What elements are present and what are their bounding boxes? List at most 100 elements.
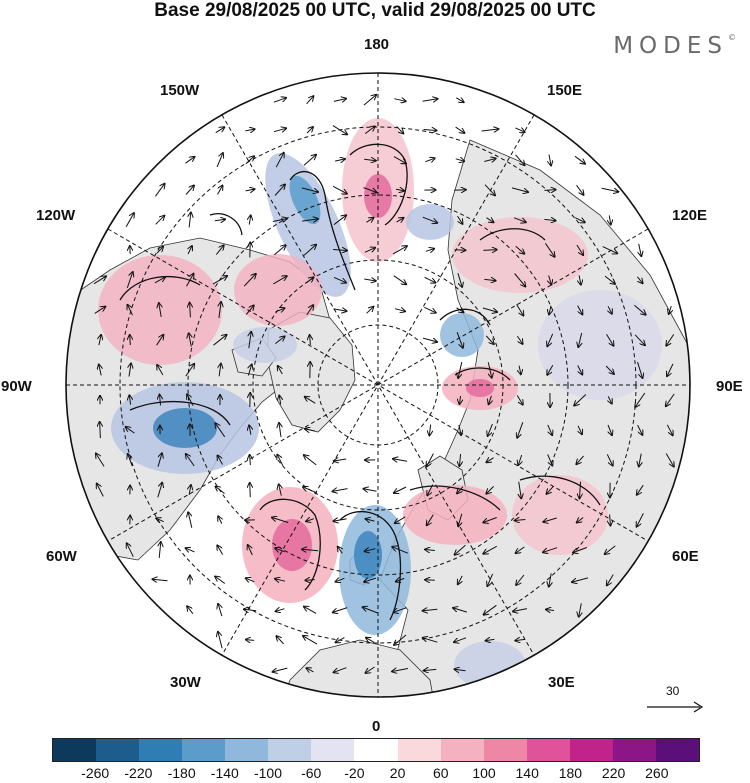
wind-arrow bbox=[580, 481, 581, 499]
colorbar-tick-label: 140 bbox=[515, 765, 539, 781]
lon-label-90w: 90W bbox=[1, 378, 32, 395]
wind-arrow bbox=[186, 274, 194, 287]
wind-arrow bbox=[310, 335, 311, 345]
wind-arrow bbox=[364, 248, 375, 253]
wind-arrow bbox=[394, 99, 405, 102]
wind-arrow bbox=[515, 154, 525, 165]
wind-arrow bbox=[215, 245, 223, 255]
colorbar-segment bbox=[612, 739, 656, 761]
wind-arrow bbox=[334, 159, 345, 161]
wind-arrow bbox=[333, 489, 348, 492]
wind-arrow bbox=[99, 335, 101, 346]
wind-arrow bbox=[392, 669, 408, 672]
wind-arrow bbox=[185, 186, 194, 195]
wind-arrow bbox=[577, 518, 584, 523]
wind-arrow bbox=[606, 334, 614, 345]
colorbar-tick-label: -260 bbox=[81, 765, 110, 781]
wind-arrow bbox=[547, 333, 554, 346]
wind-arrow bbox=[303, 155, 316, 166]
wind-arrow bbox=[549, 305, 551, 315]
wind-arrow bbox=[336, 578, 345, 581]
wind-arrow bbox=[189, 485, 191, 495]
wind-arrow bbox=[366, 307, 374, 314]
wind-arrow bbox=[639, 453, 641, 467]
wind-arrow bbox=[126, 427, 135, 434]
colorbar bbox=[52, 738, 700, 762]
wind-arrow bbox=[307, 668, 314, 672]
wind-arrow bbox=[130, 335, 131, 346]
wind-arrow bbox=[455, 544, 466, 554]
wind-arrow bbox=[276, 609, 285, 612]
wind-arrow bbox=[249, 215, 250, 225]
wind-arrow bbox=[602, 246, 618, 254]
wind-arrow bbox=[547, 364, 554, 375]
wind-arrow bbox=[454, 190, 466, 191]
wind-arrow bbox=[364, 578, 377, 582]
wind-arrow bbox=[516, 304, 524, 316]
wind-arrow bbox=[576, 455, 584, 464]
wind-arrow bbox=[363, 607, 378, 614]
wind-arrow bbox=[610, 514, 611, 526]
wind-arrow bbox=[486, 218, 494, 223]
wind-arrow bbox=[305, 429, 316, 431]
wind-arrow bbox=[273, 276, 286, 285]
wind-arrow bbox=[273, 128, 286, 131]
reference-vector-arrow bbox=[647, 701, 704, 713]
wind-arrow bbox=[127, 543, 134, 557]
wind-arrow bbox=[487, 573, 494, 586]
wind-arrow bbox=[574, 394, 587, 406]
wind-arrow bbox=[187, 394, 194, 406]
wind-arrow bbox=[425, 249, 434, 252]
wind-arrow bbox=[573, 547, 588, 553]
wind-arrow bbox=[394, 634, 407, 645]
wind-arrow bbox=[188, 246, 192, 255]
wind-arrow bbox=[457, 486, 464, 494]
wind-arrow bbox=[304, 455, 317, 466]
wind-arrow bbox=[129, 364, 131, 377]
wind-arrow bbox=[634, 334, 645, 345]
wind-arrow bbox=[458, 361, 463, 378]
lon-label-150w: 150W bbox=[160, 82, 200, 99]
wind-arrow bbox=[126, 272, 132, 289]
wind-arrow bbox=[272, 518, 289, 523]
wind-arrow bbox=[544, 190, 555, 191]
wind-arrow bbox=[488, 362, 491, 377]
wind-arrow bbox=[486, 458, 494, 463]
wind-arrow bbox=[156, 335, 164, 346]
wind-arrow bbox=[275, 336, 284, 344]
wind-arrow bbox=[606, 454, 612, 465]
wind-arrow bbox=[577, 365, 583, 375]
wind-arrow bbox=[457, 215, 463, 224]
wind-arrow bbox=[549, 154, 551, 166]
wind-arrow bbox=[217, 545, 224, 555]
colorbar-segment bbox=[225, 739, 269, 761]
wind-arrow bbox=[574, 155, 585, 163]
wind-arrow bbox=[302, 219, 318, 221]
wind-arrow bbox=[157, 453, 162, 467]
wind-arrow bbox=[516, 574, 525, 585]
wind-arrow bbox=[156, 247, 163, 254]
wind-arrow bbox=[579, 275, 581, 284]
anomaly-neg-laptev bbox=[440, 313, 484, 357]
wind-arrow bbox=[637, 424, 643, 435]
wind-arrow bbox=[514, 273, 526, 287]
brand-mark: © bbox=[728, 33, 736, 42]
wind-arrow bbox=[515, 639, 525, 640]
wind-arrow bbox=[305, 580, 315, 581]
wind-arrow bbox=[363, 187, 377, 193]
wind-arrow bbox=[546, 610, 555, 611]
wind-arrow bbox=[364, 159, 376, 160]
wind-arrow bbox=[608, 396, 612, 403]
wind-arrow bbox=[190, 303, 191, 318]
wind-arrow bbox=[515, 520, 526, 521]
wind-arrow bbox=[396, 218, 404, 222]
wind-arrow bbox=[639, 243, 642, 256]
wind-arrow bbox=[157, 365, 164, 376]
meridians bbox=[66, 73, 690, 697]
wind-arrow bbox=[422, 337, 437, 342]
wind-arrow bbox=[366, 666, 375, 673]
land-africa bbox=[269, 639, 441, 697]
wind-arrow bbox=[605, 365, 614, 374]
wind-arrow bbox=[429, 424, 430, 436]
anomaly-pos-yukon bbox=[234, 254, 322, 326]
